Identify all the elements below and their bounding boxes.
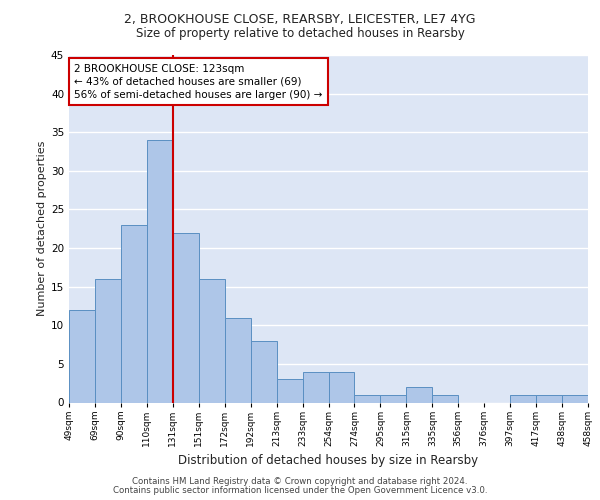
Bar	[225, 318, 251, 402]
X-axis label: Distribution of detached houses by size in Rearsby: Distribution of detached houses by size …	[178, 454, 479, 467]
Text: 2, BROOKHOUSE CLOSE, REARSBY, LEICESTER, LE7 4YG: 2, BROOKHOUSE CLOSE, REARSBY, LEICESTER,…	[124, 12, 476, 26]
Bar	[433, 395, 458, 402]
Y-axis label: Number of detached properties: Number of detached properties	[37, 141, 47, 316]
Bar	[251, 340, 277, 402]
Bar	[510, 395, 536, 402]
Bar	[536, 395, 562, 402]
Text: 2 BROOKHOUSE CLOSE: 123sqm
← 43% of detached houses are smaller (69)
56% of semi: 2 BROOKHOUSE CLOSE: 123sqm ← 43% of deta…	[74, 64, 323, 100]
Text: Contains HM Land Registry data © Crown copyright and database right 2024.: Contains HM Land Registry data © Crown c…	[132, 478, 468, 486]
Bar	[355, 395, 380, 402]
Text: Contains public sector information licensed under the Open Government Licence v3: Contains public sector information licen…	[113, 486, 487, 495]
Bar	[329, 372, 355, 402]
Text: Size of property relative to detached houses in Rearsby: Size of property relative to detached ho…	[136, 28, 464, 40]
Bar	[562, 395, 588, 402]
Bar	[173, 232, 199, 402]
Bar	[121, 225, 147, 402]
Bar	[69, 310, 95, 402]
Bar	[302, 372, 329, 402]
Bar	[380, 395, 406, 402]
Bar	[147, 140, 173, 402]
Bar	[406, 387, 432, 402]
Bar	[95, 279, 121, 402]
Bar	[199, 279, 224, 402]
Bar	[277, 380, 302, 402]
